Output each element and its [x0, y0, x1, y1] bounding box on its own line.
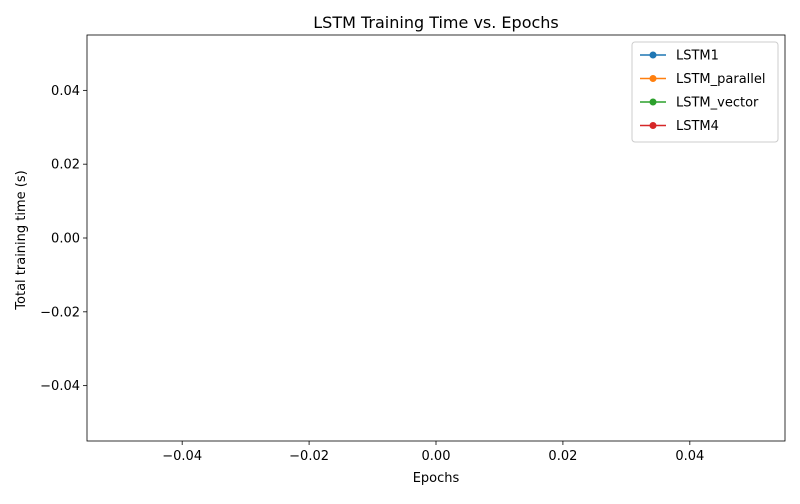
y-tick-label: 0.02	[51, 158, 80, 173]
legend-marker	[649, 122, 657, 129]
y-tick-label: −0.02	[40, 305, 80, 320]
x-tick-label: −0.02	[289, 449, 329, 464]
x-tick-label: 0.04	[675, 449, 704, 464]
y-tick-label: 0.04	[51, 84, 80, 99]
chart-title: LSTM Training Time vs. Epochs	[313, 13, 559, 32]
x-axis-ticks: −0.04 −0.02 0.00 0.02 0.04	[162, 441, 704, 464]
y-axis-label: Total training time (s)	[14, 170, 29, 310]
legend-box	[631, 41, 779, 143]
legend-marker	[649, 51, 657, 59]
legend: LSTM1 LSTM_parallel LSTM_vector LSTM4	[631, 41, 779, 143]
x-tick-label: 0.00	[422, 449, 451, 464]
y-tick-label: 0.00	[51, 232, 80, 247]
legend-marker	[649, 98, 657, 106]
y-axis-ticks: −0.04 −0.02 0.00 0.02 0.04	[40, 84, 87, 394]
y-tick-label: −0.04	[40, 379, 80, 394]
x-tick-label: −0.04	[162, 449, 202, 464]
legend-label: LSTM_vector	[676, 96, 759, 111]
legend-label: LSTM_parallel	[676, 72, 766, 87]
legend-label: LSTM4	[676, 119, 719, 134]
x-tick-label: 0.02	[548, 449, 577, 464]
legend-label: LSTM1	[676, 49, 719, 64]
legend-marker	[649, 75, 657, 82]
x-axis-label: Epochs	[413, 471, 460, 486]
